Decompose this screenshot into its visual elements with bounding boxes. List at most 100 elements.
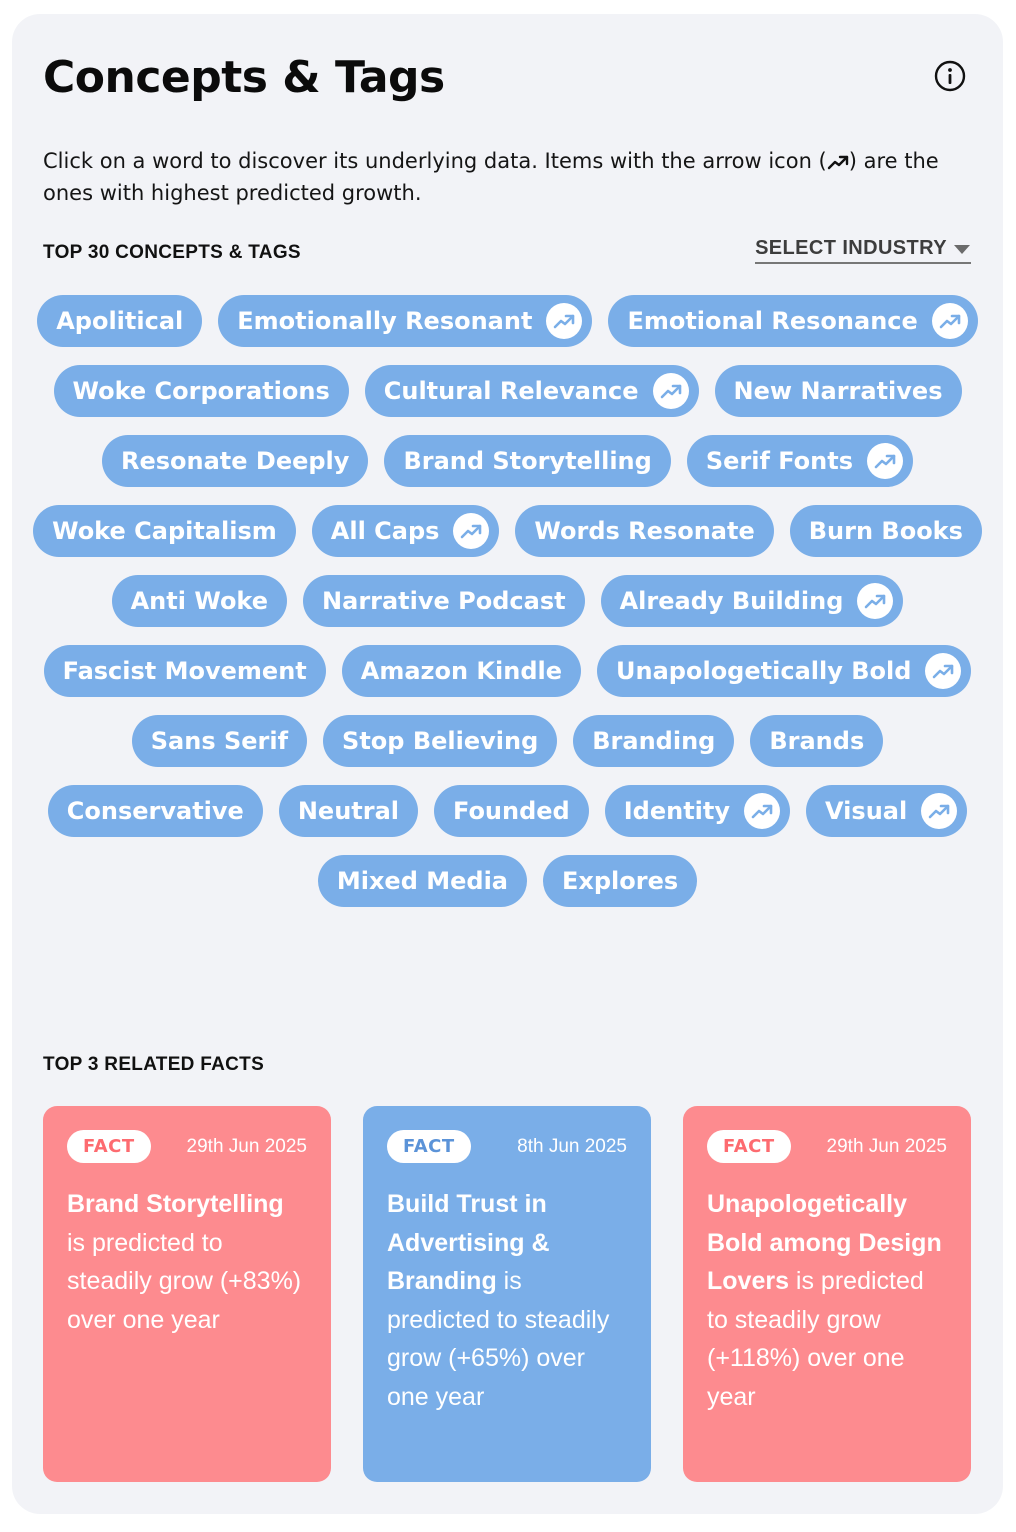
tag-chip[interactable]: Emotionally Resonant: [218, 295, 593, 347]
tag-label: Burn Books: [808, 517, 963, 545]
trending-up-icon: [546, 303, 583, 339]
fact-header: FACT 29th Jun 2025: [707, 1130, 947, 1163]
fact-card[interactable]: FACT 29th Jun 2025 Brand Storytelling is p…: [43, 1106, 331, 1482]
fact-body: is predicted to steadily grow (+118%) ov…: [707, 1267, 924, 1411]
page-title: Concepts & Tags: [43, 52, 445, 103]
tag-chip[interactable]: Already Building: [600, 575, 904, 627]
tag-label: Amazon Kindle: [360, 657, 563, 685]
tag-chip[interactable]: Narrative Podcast: [303, 575, 585, 627]
select-industry-label: SELECT INDUSTRY: [755, 237, 947, 259]
tag-chip[interactable]: Brand Storytelling: [384, 435, 671, 487]
tag-label: Brands: [769, 727, 865, 755]
tag-label: Brand Storytelling: [403, 447, 652, 475]
tag-label: Resonate Deeply: [120, 447, 350, 475]
tag-chip[interactable]: Mixed Media: [317, 855, 527, 907]
tag-label: Emotionally Resonant: [237, 307, 533, 335]
tag-chip[interactable]: Emotional Resonance: [608, 295, 978, 347]
trending-up-icon: [931, 303, 968, 339]
trending-up-icon: [925, 653, 962, 689]
tag-chip[interactable]: New Narratives: [714, 365, 962, 417]
top-tags-label: TOP 30 CONCEPTS & TAGS: [43, 242, 301, 263]
tag-chip[interactable]: Sans Serif: [131, 715, 308, 767]
caret-down-icon: [953, 243, 971, 255]
tag-label: Narrative Podcast: [322, 587, 566, 615]
tag-chip[interactable]: Brands: [750, 715, 884, 767]
trending-up-icon: [867, 443, 903, 479]
fact-subject: Unapologetically Bold among Design Lover…: [707, 1190, 942, 1295]
tag-label: Fascist Movement: [62, 657, 307, 685]
tag-label: Emotional Resonance: [627, 307, 918, 335]
tag-label: New Narratives: [733, 377, 943, 405]
trending-up-icon: [453, 513, 490, 549]
trending-up-icon: [921, 793, 958, 829]
tag-chip[interactable]: Explores: [543, 855, 698, 907]
tag-chip[interactable]: Visual: [806, 785, 968, 837]
fact-badge: FACT: [67, 1130, 151, 1163]
fact-date: 8th Jun 2025: [517, 1135, 627, 1157]
tag-chip[interactable]: Branding: [573, 715, 735, 767]
fact-card[interactable]: FACT 8th Jun 2025 Build Trust in Advertisi…: [363, 1106, 651, 1482]
tag-chip[interactable]: Woke Capitalism: [33, 505, 296, 557]
tag-label: Identity: [623, 797, 731, 825]
fact-badge: FACT: [387, 1130, 471, 1163]
trending-up-icon: [857, 583, 894, 619]
fact-header: FACT 29th Jun 2025: [67, 1130, 307, 1163]
fact-text: Brand Storytelling is predicted to stead…: [67, 1185, 307, 1339]
tag-label: Stop Believing: [342, 727, 539, 755]
info-button[interactable]: [934, 60, 966, 92]
tag-chip[interactable]: Burn Books: [789, 505, 982, 557]
tag-label: Conservative: [66, 797, 244, 825]
trending-up-icon: [652, 373, 689, 409]
fact-header: FACT 8th Jun 2025: [387, 1130, 627, 1163]
fact-body: is predicted to steadily grow (+83%) ove…: [67, 1228, 302, 1334]
tag-label: Woke Corporations: [72, 377, 330, 405]
tag-chip[interactable]: Cultural Relevance: [364, 365, 699, 417]
tag-label: Anti Woke: [130, 587, 269, 615]
tag-chip[interactable]: Amazon Kindle: [341, 645, 582, 697]
description-text: Click on a word to discover its underlyi…: [43, 148, 939, 205]
trending-up-icon: [827, 148, 849, 178]
tag-chip[interactable]: Woke Corporations: [53, 365, 349, 417]
fact-subject: Build Trust in Advertising & Branding: [387, 1190, 550, 1295]
tag-chip[interactable]: Anti Woke: [111, 575, 288, 627]
fact-text: Build Trust in Advertising & Branding is…: [387, 1185, 627, 1416]
tag-label: Sans Serif: [150, 727, 289, 755]
tag-label: Unapologetically Bold: [616, 657, 912, 685]
tag-label: All Caps: [330, 517, 440, 545]
tag-chip[interactable]: Fascist Movement: [43, 645, 326, 697]
info-circle-icon: [934, 60, 966, 92]
tag-chip[interactable]: Apolitical: [37, 295, 203, 347]
trending-up-icon: [744, 793, 781, 829]
tag-label: Serif Fonts: [705, 447, 853, 475]
fact-badge: FACT: [707, 1130, 791, 1163]
tag-label: Branding: [592, 727, 716, 755]
fact-date: 29th Jun 2025: [186, 1135, 307, 1157]
tag-cloud: Apolitical Emotionally Resonant Emotional …: [32, 295, 983, 907]
tag-chip[interactable]: Words Resonate: [515, 505, 774, 557]
fact-text: Unapologetically Bold among Design Lover…: [707, 1185, 947, 1416]
tag-label: Cultural Relevance: [383, 377, 639, 405]
tag-chip[interactable]: Identity: [604, 785, 791, 837]
fact-body: is predicted to steadily grow (+65%) ove…: [387, 1267, 610, 1411]
tag-label: Woke Capitalism: [52, 517, 277, 545]
select-industry-dropdown[interactable]: SELECT INDUSTRY: [755, 237, 971, 264]
tag-chip[interactable]: Founded: [434, 785, 589, 837]
tag-chip[interactable]: Neutral: [278, 785, 419, 837]
tag-label: Words Resonate: [534, 517, 755, 545]
tag-label: Founded: [453, 797, 570, 825]
concepts-tags-panel: Concepts & Tags Click on a word to disco…: [12, 14, 1003, 1514]
tag-chip[interactable]: Serif Fonts: [686, 435, 913, 487]
tag-label: Visual: [825, 797, 908, 825]
related-facts-list: FACT 29th Jun 2025 Brand Storytelling is p…: [43, 1106, 971, 1482]
tag-chip[interactable]: Unapologetically Bold: [597, 645, 972, 697]
tag-label: Already Building: [619, 587, 844, 615]
fact-date: 29th Jun 2025: [826, 1135, 947, 1157]
fact-subject: Brand Storytelling: [67, 1190, 284, 1218]
tag-chip[interactable]: Stop Believing: [323, 715, 558, 767]
tag-chip[interactable]: All Caps: [311, 505, 500, 557]
tag-chip[interactable]: Resonate Deeply: [101, 435, 369, 487]
tag-chip[interactable]: Conservative: [47, 785, 263, 837]
fact-card[interactable]: FACT 29th Jun 2025 Unapologetically Bold a…: [683, 1106, 971, 1482]
tag-label: Apolitical: [56, 307, 184, 335]
tag-label: Neutral: [297, 797, 400, 825]
